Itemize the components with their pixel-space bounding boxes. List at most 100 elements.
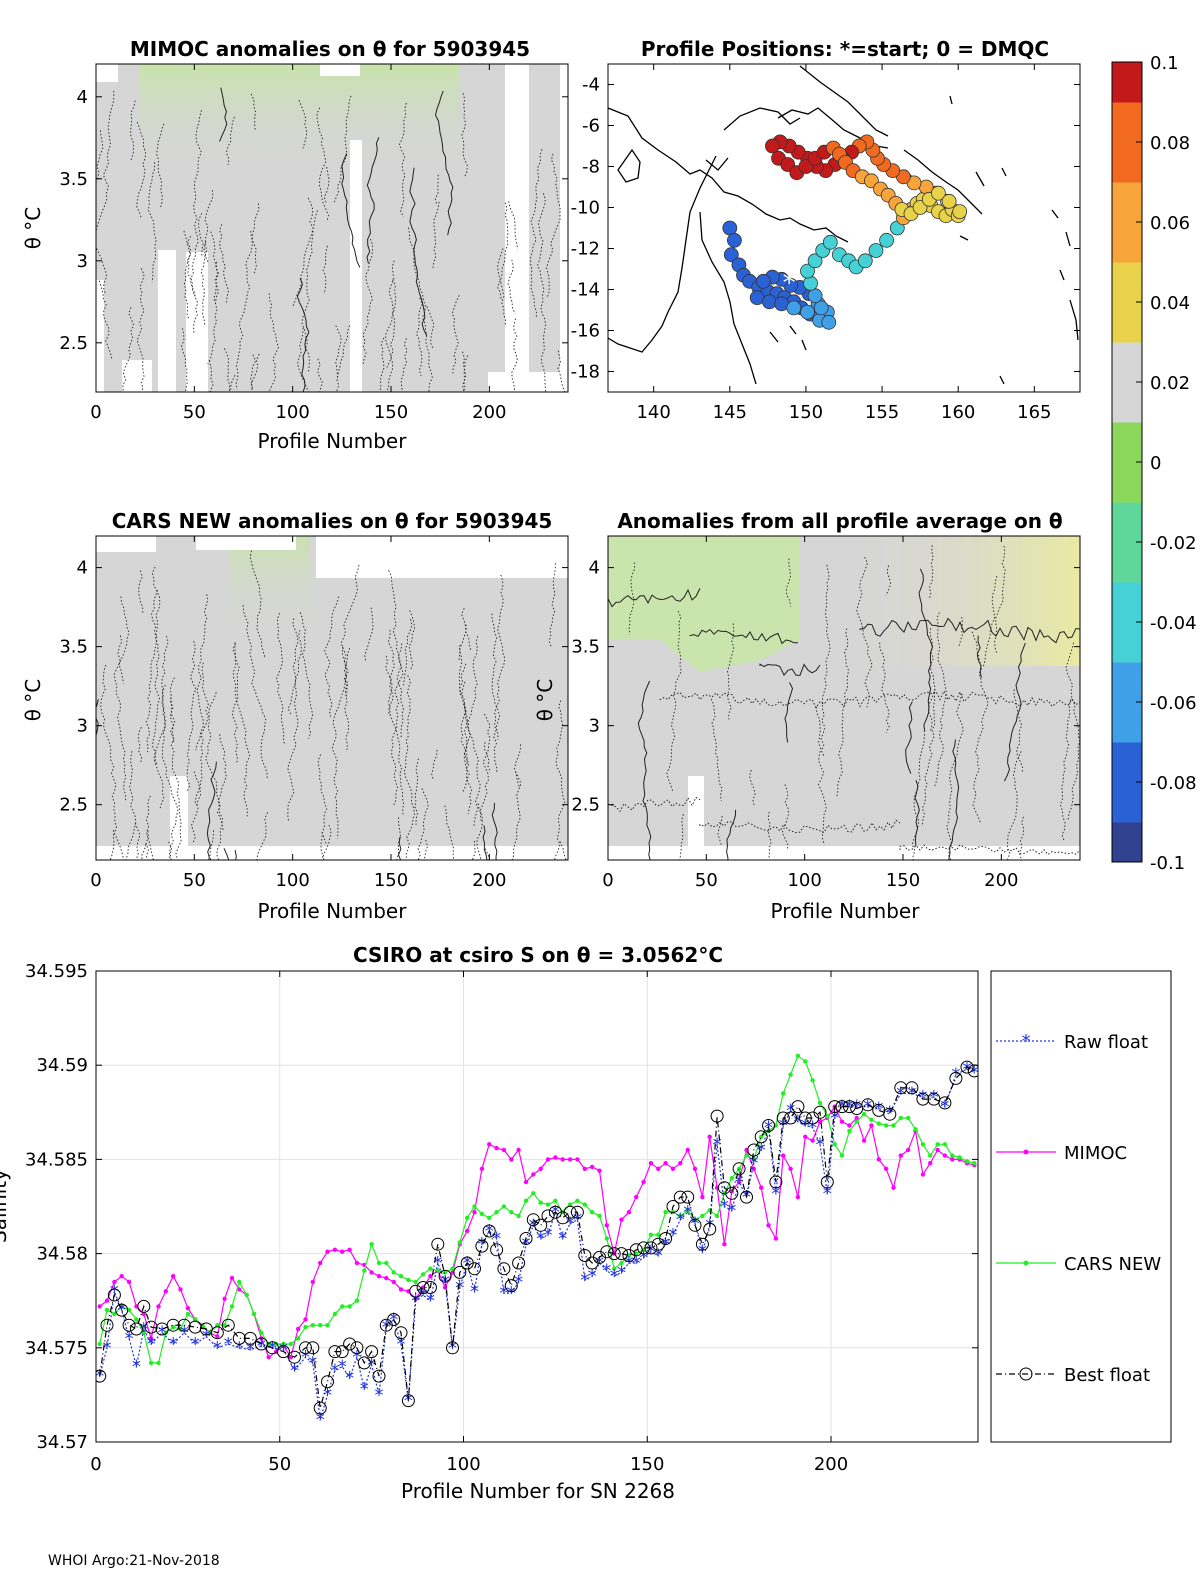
data-point [685,1147,690,1153]
data-point [475,1239,489,1253]
data-point [825,1113,830,1119]
data-point [820,1175,834,1189]
data-point: * [808,1117,817,1138]
y-tick-label: -18 [571,362,600,383]
data-point [839,1119,845,1124]
data-point [482,1224,496,1238]
data-point: * [132,1357,141,1378]
contour-line [781,784,789,851]
data-point [472,1210,477,1215]
data-point: * [566,1214,575,1235]
data-point [798,1111,812,1125]
salinity-legend: * Raw float MIMOC CARS NEW Best float [990,970,1172,1443]
data-point [472,1204,477,1209]
data-point: * [727,1200,736,1221]
data-point [266,1355,271,1360]
data-point [641,1179,646,1185]
data-point [619,1260,624,1266]
data-point [490,1243,504,1257]
data-point [629,1243,643,1257]
data-point: * [838,1097,847,1118]
y-tick-label: 34.59 [36,1055,88,1076]
contour-line [316,107,329,222]
contour-line [161,684,179,860]
contour-line [125,751,137,860]
data-point [509,1157,514,1162]
data-point [700,1194,705,1200]
data-point [163,1289,168,1294]
data-point [494,1210,499,1215]
data-point [156,1360,161,1366]
legend-item-mimoc: MIMOC [996,1143,1127,1164]
data-point [325,1249,330,1254]
data-point [401,1394,415,1408]
contour-line [431,749,438,781]
contour-line [153,635,169,811]
data-point [538,1200,543,1205]
contour-line [496,202,509,299]
data-point: * [852,1097,861,1118]
colorbar-segment [1112,402,1142,423]
data-point [372,1369,386,1383]
profile-position-point [786,300,802,316]
data-point [335,1345,349,1359]
contour-line [323,824,332,860]
data-point [428,1274,433,1279]
data-point: * [433,1253,442,1274]
contour-line [156,123,165,208]
data-point: * [404,1391,413,1412]
colorbar-tick-label: -0.02 [1150,533,1197,554]
contour-line [530,149,543,318]
data-point [659,1232,673,1245]
contour-line [225,116,235,165]
contour-line [608,588,701,608]
data-point [362,1268,367,1273]
contour-line [147,162,157,283]
contour-line [948,739,960,860]
contour-line [879,642,890,733]
data-point [376,1260,382,1266]
data-point: * [580,1270,589,1291]
contour-line [219,87,228,142]
data-point: * [301,1347,310,1368]
contour-line [366,137,380,264]
contour-line [491,613,501,740]
data-point: * [169,1334,178,1355]
legend-label-raw-float: Raw float [1064,1032,1148,1053]
data-point [854,1119,859,1124]
colorbar-segment [1112,642,1142,663]
data-point [545,1157,551,1162]
colorbar-segment [1112,442,1142,463]
data-point: * [683,1202,692,1223]
data-point [876,1121,881,1126]
data-point [703,1222,717,1236]
contour-line [400,338,408,392]
contour-line [546,153,561,299]
x-tick-label: 150 [374,402,408,423]
y-tick-label: 3 [77,251,88,272]
x-tick-label: 0 [90,402,101,423]
series-best-float [96,1060,978,1415]
y-tick-label: 34.57 [36,1432,88,1453]
data-point [740,1190,753,1204]
data-point [578,1249,592,1262]
contour-line [548,563,556,648]
data-point [391,1279,396,1285]
contour-line [417,788,429,860]
y-tick-label: 2.5 [59,795,88,816]
dot-icon [1023,1149,1029,1155]
data-point [281,1341,286,1347]
colorbar-tick-label: -0.04 [1150,613,1197,634]
colorbar-segment [1112,702,1142,723]
contour-line [971,631,989,824]
colorbar-segment [1112,562,1142,583]
data-point [673,1190,687,1204]
data-point [288,1341,293,1347]
data-point: * [940,1097,949,1118]
data-point: * [426,1291,435,1312]
contour-line [317,358,323,392]
data-point [538,1166,543,1172]
data-point [229,1275,235,1281]
y-tick-label: -14 [571,280,600,301]
data-point: * [874,1099,883,1120]
